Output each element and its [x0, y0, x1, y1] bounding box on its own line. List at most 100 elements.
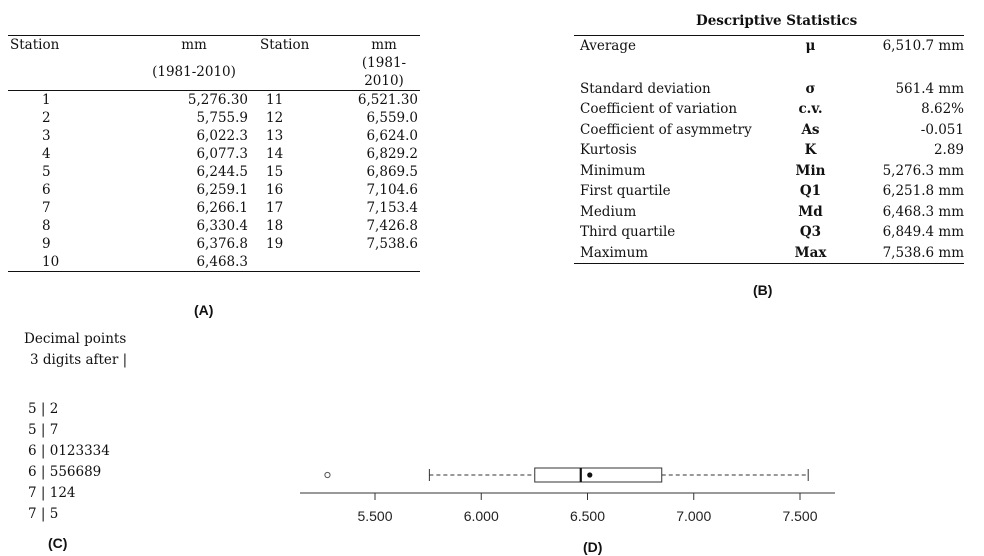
stat-value: 7,538.6 mm — [853, 242, 964, 264]
stem: 5 — [28, 401, 37, 417]
stat-name: First quartile — [580, 183, 671, 199]
mm-cell: 6,468.3 — [140, 253, 254, 272]
stem-leaf-row: 7 | 5 — [28, 504, 110, 525]
station-cell: 12 — [266, 110, 284, 126]
mm-cell: 5,276.30 — [187, 92, 248, 108]
table-row: 7 6,266.1 17 7,153.4 — [8, 199, 420, 217]
station-cell: 7 — [42, 200, 51, 216]
stem-separator: | — [36, 485, 50, 501]
mm-cell: 6,829.2 — [366, 146, 418, 162]
descriptive-statistics-table: Average μ 6,510.7 mm Standard deviation σ 561… — [574, 35, 964, 264]
stat-row: Maximum Max 7,538.6 mm — [574, 242, 964, 264]
mean-point — [587, 472, 593, 478]
stem-separator: | — [36, 506, 50, 522]
mm-cell: 6,559.0 — [366, 110, 418, 126]
mm-cell: 6,330.4 — [196, 218, 248, 234]
panel-label-b: (B) — [753, 282, 773, 298]
x-tick-label: 6.500 — [570, 508, 605, 524]
stem-leaf-row: 7 | 124 — [28, 483, 110, 504]
stem-separator: | — [36, 443, 50, 459]
stem: 5 — [28, 422, 37, 438]
panel-label-a: (A) — [194, 302, 214, 318]
table-row: 3 6,022.3 13 6,624.0 — [8, 127, 420, 145]
stem: 7 — [28, 506, 37, 522]
panel-label-c: (C) — [48, 535, 68, 551]
stat-symbol: Q1 — [799, 183, 822, 199]
stat-value: 8.62% — [921, 101, 964, 117]
mm-cell: 6,624.0 — [366, 128, 418, 144]
mm-cell: 6,266.1 — [196, 200, 248, 216]
table-row: 4 6,077.3 14 6,829.2 — [8, 145, 420, 163]
leaves: 0123334 — [49, 443, 110, 459]
mm-cell: 7,538.6 — [366, 236, 418, 252]
stat-name: Minimum — [580, 162, 646, 179]
station-cell: 17 — [266, 200, 284, 216]
stat-name: Maximum — [574, 242, 768, 264]
panel-label-d: (D) — [583, 539, 603, 555]
stat-name: Third quartile — [580, 224, 676, 240]
stat-value: 5,276.3 mm — [882, 162, 964, 179]
stem: 6 — [28, 464, 37, 480]
stat-value: 6,849.4 mm — [882, 224, 964, 240]
header-period-1: (1981-2010) — [140, 54, 254, 91]
mm-cell: 6,869.5 — [366, 164, 418, 180]
stat-name: Standard deviation — [580, 80, 711, 97]
statistics-title: Descriptive Statistics — [696, 13, 858, 29]
stem-leaf-row: 5 | 2 — [28, 399, 110, 420]
stat-value: -0.051 — [920, 121, 964, 138]
stat-row: Standard deviation σ 561.4 mm — [574, 79, 964, 100]
mm-cell — [350, 253, 420, 272]
stat-name: Coefficient of variation — [580, 101, 738, 117]
station-cell: 6 — [42, 182, 51, 198]
mm-cell: 6,022.3 — [196, 128, 248, 144]
header-period-2: (1981-2010) — [350, 54, 420, 91]
station-cell: 18 — [266, 218, 284, 234]
header-station-2: Station — [254, 35, 350, 54]
mm-cell: 5,755.9 — [196, 110, 248, 126]
stat-name: Coefficient of asymmetry — [580, 121, 752, 138]
station-cell: 4 — [42, 146, 51, 162]
stat-symbol: K — [804, 142, 817, 158]
stat-name: Kurtosis — [580, 142, 637, 158]
leaves: 7 — [49, 422, 59, 438]
station-cell: 19 — [266, 236, 284, 252]
stat-row: Coefficient of asymmetry As -0.051 — [574, 120, 964, 141]
mm-cell: 7,153.4 — [366, 200, 418, 216]
mm-cell: 7,104.6 — [366, 182, 418, 198]
stem-separator: | — [36, 401, 50, 417]
stat-value: 6,251.8 mm — [882, 183, 964, 199]
mm-cell: 6,077.3 — [196, 146, 248, 162]
station-cell: 5 — [42, 164, 51, 180]
table-row: 5 6,244.5 15 6,869.5 — [8, 163, 420, 181]
stat-symbol: c.v. — [798, 101, 823, 117]
mm-cell: 6,521.30 — [357, 92, 418, 108]
stat-symbol: Max — [768, 242, 853, 264]
table-row: 8 6,330.4 18 7,426.8 — [8, 217, 420, 235]
table-row: 1 5,276.30 11 6,521.30 — [8, 91, 420, 110]
x-tick-label: 7.000 — [676, 508, 711, 524]
outlier-point — [324, 471, 331, 479]
header-mm-2: mm — [350, 35, 420, 54]
stat-name: Average — [574, 35, 768, 57]
stat-value: 6,468.3 mm — [882, 203, 964, 220]
mm-cell: 6,376.8 — [196, 236, 248, 252]
station-cell: 13 — [266, 128, 284, 144]
station-cell: 3 — [42, 128, 51, 144]
station-cell: 11 — [266, 92, 284, 108]
stat-symbol: Md — [798, 203, 823, 220]
station-cell: 2 — [42, 110, 51, 126]
mm-cell: 7,426.8 — [366, 218, 418, 234]
mm-cell: 6,259.1 — [196, 182, 248, 198]
stem-leaf-row: 5 | 7 — [28, 420, 110, 441]
table-row: 6 6,259.1 16 7,104.6 — [8, 181, 420, 199]
stat-row: Average μ 6,510.7 mm — [574, 35, 964, 57]
header-mm-1: mm — [140, 35, 254, 54]
station-cell: 8 — [42, 218, 51, 234]
stat-symbol: σ — [805, 80, 816, 97]
station-cell — [254, 253, 350, 272]
station-cell: 15 — [266, 164, 284, 180]
stat-row: Minimum Min 5,276.3 mm — [574, 161, 964, 182]
x-tick-label: 6.000 — [464, 508, 499, 524]
stat-name: Medium — [580, 203, 637, 220]
x-tick-label: 7.500 — [782, 508, 817, 524]
